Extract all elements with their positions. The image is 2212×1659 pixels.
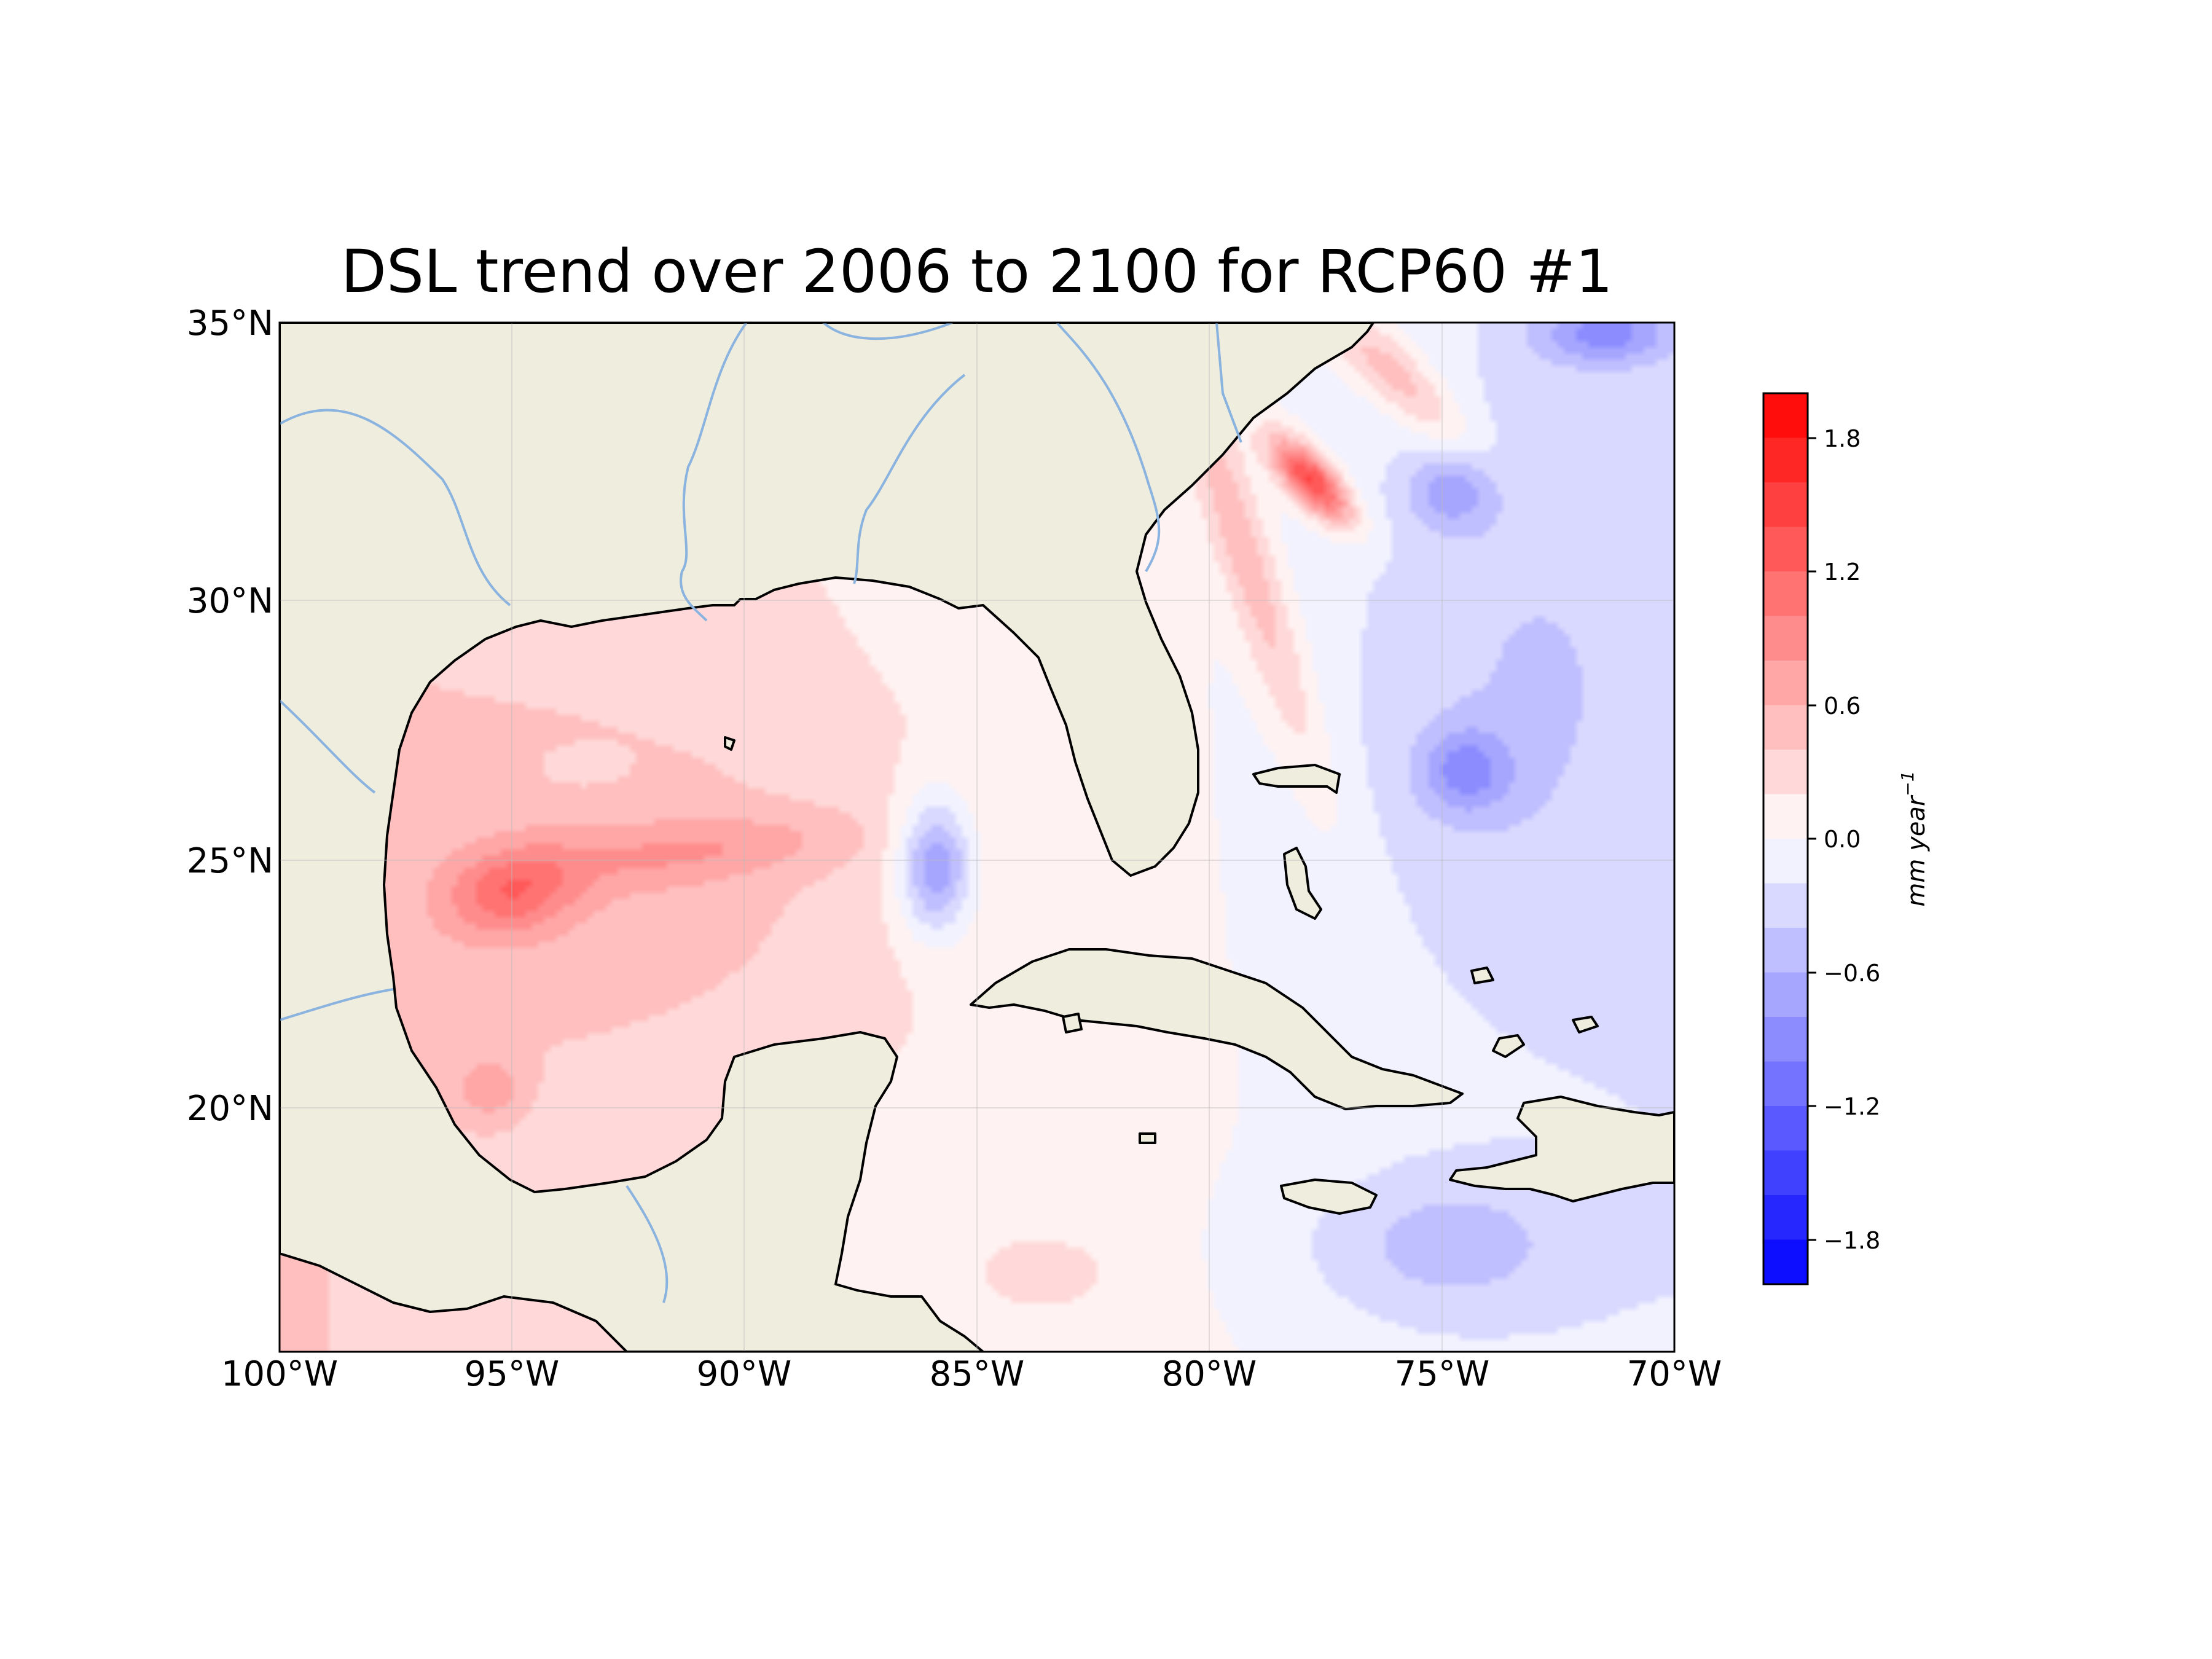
rio-grande <box>280 699 376 794</box>
colorbar-step <box>1763 794 1808 839</box>
colorbar-step <box>1763 616 1808 661</box>
colorbar-tick-label: −0.6 <box>1824 960 1880 987</box>
colorbar-step <box>1763 1195 1808 1240</box>
gridlines <box>280 323 1674 1352</box>
river-icon <box>280 323 1242 1303</box>
red-river <box>280 409 511 606</box>
colorbar-step <box>1763 393 1808 438</box>
y-tick-label: 35°N <box>187 304 273 343</box>
x-tick-label: 70°W <box>1627 1354 1722 1394</box>
mississippi-river <box>680 323 748 622</box>
tennessee-river <box>822 323 953 340</box>
colorbar-ticks: 1.8 1.2 0.6 0.0 −0.6 −1.2 −1.8 <box>1808 425 1880 1254</box>
puerto-rico-land <box>1492 1034 1525 1058</box>
y-axis-labels: 35°N 30°N 25°N 20°N <box>187 304 273 1129</box>
colorbar-step <box>1763 437 1808 483</box>
usumacinta-river <box>626 1185 669 1303</box>
colorbar-tick-label: 1.2 <box>1824 559 1861 586</box>
apalachicola-river <box>1056 323 1161 573</box>
north-america-land <box>280 323 1375 1352</box>
x-tick-label: 100°W <box>221 1354 338 1394</box>
x-axis-labels: 100°W 95°W 90°W 85°W 80°W 75°W 70°W <box>221 1354 1722 1394</box>
colorbar-step <box>1763 527 1808 572</box>
island-1 <box>1470 967 1494 984</box>
bahamas-andros <box>1283 847 1322 920</box>
x-tick-label: 80°W <box>1162 1354 1257 1394</box>
mexico-river <box>280 988 394 1021</box>
colorbar-step <box>1763 1239 1808 1285</box>
colorbar-step <box>1763 972 1808 1018</box>
colorbar-step <box>1763 750 1808 794</box>
colorbar-tick-label: −1.2 <box>1824 1093 1880 1120</box>
island-5 <box>724 736 735 751</box>
colorbar-step <box>1763 661 1808 705</box>
jamaica-land <box>1280 1179 1378 1215</box>
colorbar-tick-label: 1.8 <box>1824 425 1861 452</box>
colorbar-step <box>1763 883 1808 928</box>
x-tick-label: 95°W <box>465 1354 560 1394</box>
island-3 <box>1062 1013 1083 1033</box>
cuba-land <box>970 948 1464 1110</box>
island-2 <box>1139 1132 1156 1144</box>
colorbar-steps <box>1763 393 1808 1285</box>
colorbar: 1.8 1.2 0.6 0.0 −0.6 −1.2 −1.8 mm year−1 <box>1762 392 1931 1285</box>
map-panel <box>280 323 1674 1352</box>
x-tick-label: 90°W <box>697 1354 792 1394</box>
colorbar-step <box>1763 705 1808 750</box>
colorbar-step <box>1763 571 1808 616</box>
colorbar-step <box>1763 839 1808 884</box>
colorbar-step <box>1763 928 1808 973</box>
x-tick-label: 75°W <box>1395 1354 1490 1394</box>
x-tick-label: 85°W <box>930 1354 1025 1394</box>
hispaniola-land <box>1449 1096 1674 1202</box>
colorbar-tick-label: 0.6 <box>1824 692 1861 720</box>
alabama-river <box>853 374 966 584</box>
bahamas-abaco <box>1252 764 1341 794</box>
colorbar-step <box>1763 482 1808 527</box>
figure-title: DSL trend over 2006 to 2100 for RCP60 #1 <box>341 237 1613 306</box>
y-tick-label: 30°N <box>187 581 273 621</box>
colorbar-step <box>1763 1150 1808 1196</box>
y-tick-label: 20°N <box>187 1089 273 1129</box>
map-frame <box>278 321 1676 1353</box>
land-icon <box>280 323 1674 1352</box>
savannah-river <box>1215 323 1242 443</box>
island-4 <box>1572 1016 1599 1033</box>
colorbar-label: mm year−1 <box>1897 771 1931 906</box>
colorbar-step <box>1763 1061 1808 1107</box>
colorbar-step <box>1763 1106 1808 1151</box>
colorbar-tick-label: 0.0 <box>1824 826 1861 853</box>
colorbar-step <box>1763 1017 1808 1062</box>
y-tick-label: 25°N <box>187 841 273 881</box>
colorbar-tick-label: −1.8 <box>1824 1227 1880 1254</box>
